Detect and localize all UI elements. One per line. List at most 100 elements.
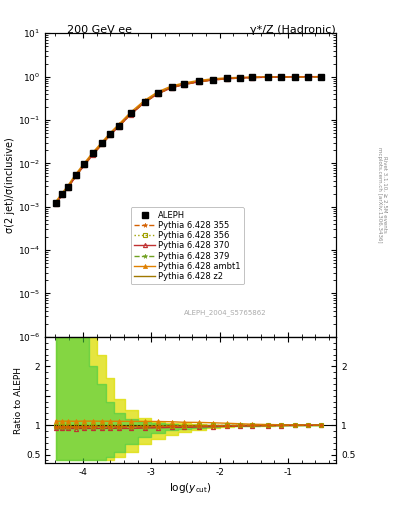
Pythia 6.428 356 — [265, 74, 270, 80]
Pythia 6.428 370 — [74, 173, 79, 179]
ALEPH — [99, 140, 104, 146]
Pythia 6.428 379 — [60, 192, 64, 198]
Pythia 6.428 z2 — [306, 74, 310, 80]
Pythia 6.428 356 — [197, 78, 202, 84]
Pythia 6.428 356 — [65, 184, 70, 190]
ALEPH — [279, 74, 284, 80]
Pythia 6.428 z2 — [91, 151, 95, 157]
Pythia 6.428 ambt1 — [116, 121, 121, 127]
Pythia 6.428 356 — [318, 74, 323, 80]
Pythia 6.428 356 — [238, 75, 242, 81]
Pythia 6.428 ambt1 — [53, 199, 58, 205]
ALEPH — [182, 81, 186, 87]
Pythia 6.428 z2 — [265, 74, 270, 80]
Pythia 6.428 z2 — [74, 172, 79, 178]
Pythia 6.428 370 — [128, 112, 133, 118]
Pythia 6.428 370 — [60, 192, 64, 198]
Line: Pythia 6.428 379: Pythia 6.428 379 — [53, 74, 323, 206]
Line: Pythia 6.428 370: Pythia 6.428 370 — [53, 75, 323, 206]
Pythia 6.428 370 — [292, 74, 297, 80]
Line: Pythia 6.428 z2: Pythia 6.428 z2 — [55, 77, 321, 203]
Pythia 6.428 379 — [116, 123, 121, 130]
Pythia 6.428 355 — [279, 74, 284, 80]
ALEPH — [211, 76, 215, 82]
ALEPH — [169, 84, 174, 90]
Pythia 6.428 379 — [74, 173, 79, 179]
ALEPH — [306, 74, 310, 80]
Pythia 6.428 355 — [225, 76, 230, 82]
Pythia 6.428 ambt1 — [306, 74, 310, 80]
Pythia 6.428 379 — [65, 185, 70, 191]
Y-axis label: Ratio to ALEPH: Ratio to ALEPH — [14, 367, 23, 434]
Pythia 6.428 379 — [169, 84, 174, 91]
Pythia 6.428 z2 — [156, 90, 160, 96]
Text: mcplots.cern.ch [arXiv:1306.3436]: mcplots.cern.ch [arXiv:1306.3436] — [377, 147, 382, 242]
Pythia 6.428 355 — [128, 111, 133, 117]
ALEPH — [250, 74, 255, 80]
ALEPH — [82, 161, 87, 167]
Pythia 6.428 ambt1 — [91, 149, 95, 155]
Pythia 6.428 z2 — [142, 99, 147, 105]
Pythia 6.428 ambt1 — [318, 74, 323, 80]
Pythia 6.428 356 — [128, 111, 133, 117]
ALEPH — [142, 98, 147, 104]
Pythia 6.428 356 — [169, 84, 174, 90]
Pythia 6.428 355 — [265, 74, 270, 80]
Pythia 6.428 370 — [82, 162, 87, 168]
Pythia 6.428 356 — [53, 200, 58, 206]
Pythia 6.428 z2 — [65, 184, 70, 190]
ALEPH — [116, 122, 121, 129]
Pythia 6.428 370 — [318, 74, 323, 80]
Pythia 6.428 ambt1 — [74, 170, 79, 177]
Pythia 6.428 355 — [74, 172, 79, 178]
Pythia 6.428 355 — [156, 90, 160, 96]
Text: ALEPH_2004_S5765862: ALEPH_2004_S5765862 — [184, 309, 267, 316]
ALEPH — [53, 200, 58, 206]
Pythia 6.428 z2 — [82, 161, 87, 167]
Pythia 6.428 356 — [91, 151, 95, 157]
Pythia 6.428 379 — [279, 74, 284, 80]
Pythia 6.428 379 — [128, 111, 133, 117]
Pythia 6.428 ambt1 — [60, 190, 64, 196]
Pythia 6.428 370 — [306, 74, 310, 80]
Pythia 6.428 370 — [65, 185, 70, 191]
Pythia 6.428 356 — [74, 172, 79, 178]
Line: ALEPH: ALEPH — [53, 74, 323, 206]
Pythia 6.428 370 — [279, 74, 284, 80]
Pythia 6.428 356 — [99, 140, 104, 146]
Pythia 6.428 379 — [82, 162, 87, 168]
Pythia 6.428 ambt1 — [108, 130, 112, 136]
Pythia 6.428 370 — [99, 141, 104, 147]
Pythia 6.428 370 — [250, 75, 255, 81]
Pythia 6.428 355 — [91, 151, 95, 157]
Pythia 6.428 ambt1 — [225, 75, 230, 81]
Pythia 6.428 ambt1 — [211, 76, 215, 82]
Pythia 6.428 379 — [197, 79, 202, 85]
Pythia 6.428 ambt1 — [279, 74, 284, 80]
ALEPH — [238, 75, 242, 81]
Pythia 6.428 370 — [108, 132, 112, 138]
Pythia 6.428 370 — [169, 84, 174, 91]
Pythia 6.428 356 — [225, 75, 230, 81]
Pythia 6.428 z2 — [318, 74, 323, 80]
ALEPH — [197, 78, 202, 84]
ALEPH — [318, 74, 323, 80]
ALEPH — [292, 74, 297, 80]
Pythia 6.428 379 — [306, 74, 310, 80]
Pythia 6.428 ambt1 — [82, 160, 87, 166]
Pythia 6.428 379 — [142, 99, 147, 105]
Pythia 6.428 ambt1 — [250, 74, 255, 80]
Pythia 6.428 355 — [238, 75, 242, 81]
ALEPH — [265, 74, 270, 80]
Pythia 6.428 355 — [211, 77, 215, 83]
Pythia 6.428 356 — [156, 90, 160, 96]
Pythia 6.428 355 — [142, 99, 147, 105]
Pythia 6.428 z2 — [128, 111, 133, 117]
Pythia 6.428 355 — [53, 201, 58, 207]
Pythia 6.428 370 — [197, 79, 202, 85]
Line: Pythia 6.428 355: Pythia 6.428 355 — [53, 74, 323, 206]
Pythia 6.428 379 — [292, 74, 297, 80]
X-axis label: log($y_{\rm cut}$): log($y_{\rm cut}$) — [169, 481, 212, 496]
Line: Pythia 6.428 ambt1: Pythia 6.428 ambt1 — [53, 75, 323, 204]
Pythia 6.428 379 — [250, 74, 255, 80]
